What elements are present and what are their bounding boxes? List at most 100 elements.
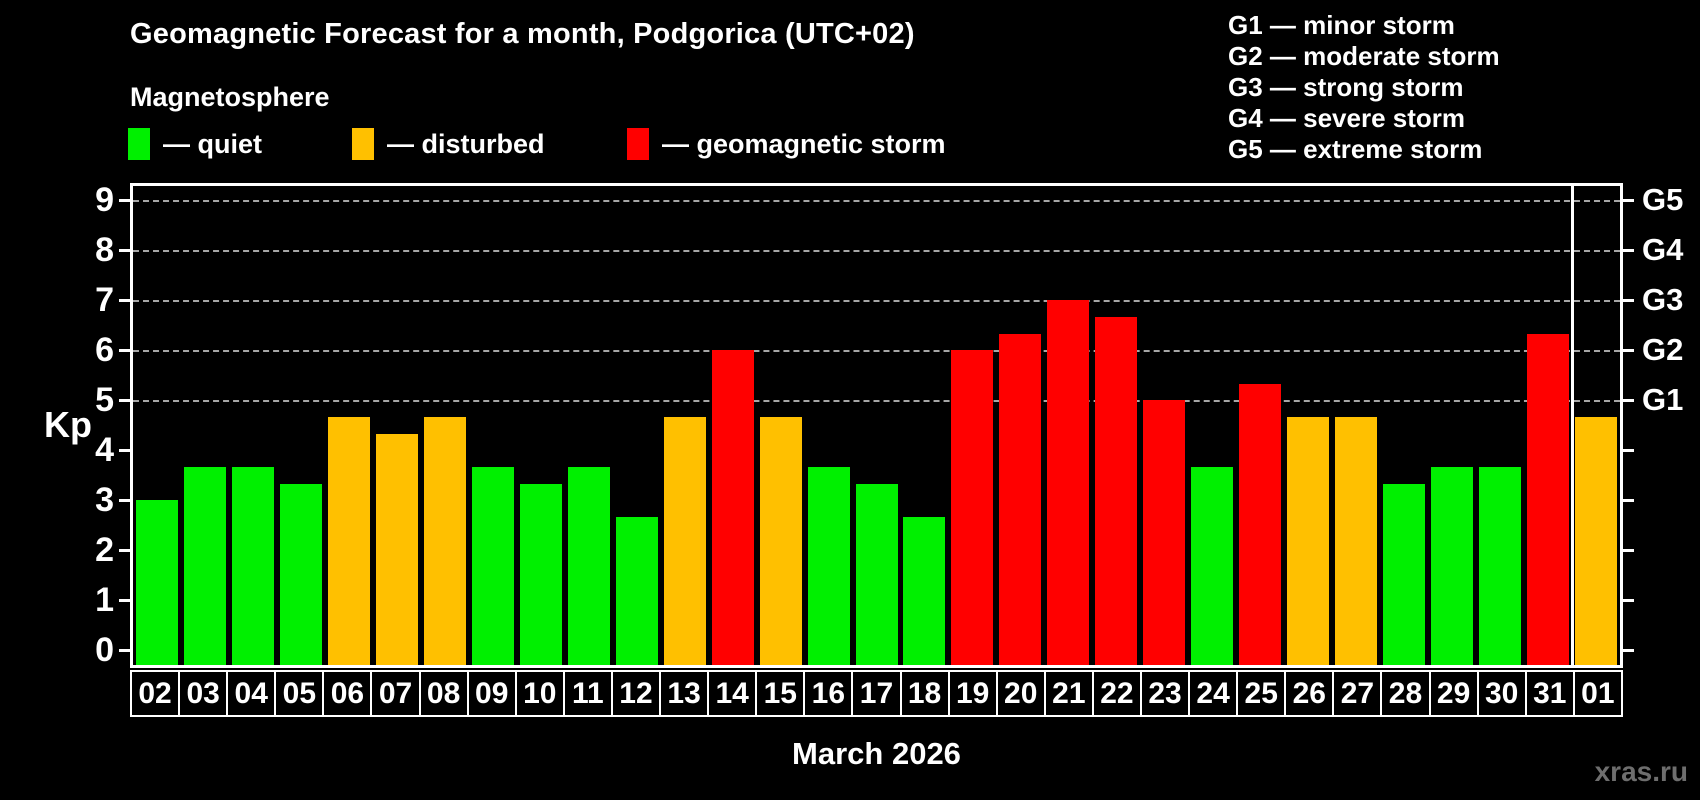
kp-bar-day-21 <box>1047 300 1090 665</box>
right-tick-7 <box>1623 299 1634 302</box>
day-label-05: 05 <box>274 670 325 717</box>
kp-bar-day-01 <box>1575 416 1618 665</box>
day-label-07: 07 <box>370 670 421 717</box>
gridline-kp9 <box>133 200 1620 202</box>
kp-bar-day-06 <box>327 416 370 665</box>
kp-bar-day-25 <box>1239 383 1282 665</box>
day-label-18: 18 <box>899 670 950 717</box>
day-label-22: 22 <box>1091 670 1142 717</box>
right-tick-3 <box>1623 499 1634 502</box>
day-label-27: 27 <box>1332 670 1383 717</box>
kp-bar-day-08 <box>423 416 466 665</box>
right-axis-label-g1: G1 <box>1642 382 1684 417</box>
day-label-17: 17 <box>851 670 902 717</box>
right-tick-5 <box>1623 399 1634 402</box>
storm-scale-line-g2: G2 — moderate storm <box>1228 41 1500 71</box>
storm-scale-line-g1: G1 — minor storm <box>1228 10 1455 40</box>
day-label-02: 02 <box>130 670 181 717</box>
day-label-24: 24 <box>1188 670 1239 717</box>
y-tick-label-4: 4 <box>95 431 114 469</box>
kp-bar-day-17 <box>855 483 898 665</box>
right-tick-9 <box>1623 199 1634 202</box>
kp-bar-day-12 <box>615 516 658 665</box>
kp-bar-day-13 <box>663 416 706 665</box>
kp-bar-day-11 <box>567 466 610 665</box>
y-tick-label-9: 9 <box>95 181 114 219</box>
day-label-29: 29 <box>1428 670 1479 717</box>
kp-bar-day-16 <box>807 466 850 665</box>
storm-scale-line-g3: G3 — strong storm <box>1228 72 1464 102</box>
kp-bar-day-10 <box>519 483 562 665</box>
day-label-11: 11 <box>562 670 613 717</box>
day-label-21: 21 <box>1043 670 1094 717</box>
day-label-23: 23 <box>1139 670 1191 717</box>
kp-bar-day-18 <box>903 516 946 665</box>
x-axis-month-label: March 2026 <box>792 736 961 771</box>
kp-bar-day-23 <box>1143 400 1186 665</box>
kp-bar-day-15 <box>759 416 802 665</box>
day-label-15: 15 <box>755 670 806 717</box>
y-tick-label-8: 8 <box>95 231 114 269</box>
storm-color-swatch-icon <box>627 128 649 160</box>
legend-label-storm: — geomagnetic storm <box>662 128 946 159</box>
y-tick-label-6: 6 <box>95 331 114 369</box>
day-label-19: 19 <box>947 670 998 717</box>
plot-area <box>130 183 1623 668</box>
kp-bar-day-24 <box>1191 466 1234 665</box>
y-tick-2 <box>119 549 130 552</box>
day-label-12: 12 <box>610 670 662 717</box>
day-label-30: 30 <box>1476 670 1527 717</box>
y-tick-6 <box>119 349 130 352</box>
kp-bar-day-29 <box>1431 466 1474 665</box>
day-label-28: 28 <box>1380 670 1431 717</box>
kp-bar-day-31 <box>1527 333 1570 665</box>
kp-bar-day-20 <box>999 333 1042 665</box>
day-label-16: 16 <box>803 670 854 717</box>
right-tick-0 <box>1623 649 1634 652</box>
day-label-08: 08 <box>418 670 469 717</box>
kp-bar-day-04 <box>231 466 274 665</box>
day-label-20: 20 <box>995 670 1046 717</box>
storm-scale-line-g4: G4 — severe storm <box>1228 103 1466 133</box>
y-tick-label-2: 2 <box>95 531 114 569</box>
y-tick-5 <box>119 399 130 402</box>
kp-bar-day-22 <box>1095 316 1138 665</box>
kp-status-legend: — quiet — disturbed — geomagnetic storm <box>0 128 1100 166</box>
right-tick-1 <box>1623 599 1634 602</box>
day-label-25: 25 <box>1236 670 1287 717</box>
month-boundary-line <box>1570 186 1574 665</box>
legend-label-quiet: — quiet <box>163 128 262 159</box>
right-tick-6 <box>1623 349 1634 352</box>
y-tick-label-7: 7 <box>95 281 114 319</box>
day-label-13: 13 <box>659 670 710 717</box>
legend-label-disturbed: — disturbed <box>387 128 545 159</box>
quiet-color-swatch-icon <box>128 128 150 160</box>
y-tick-label-5: 5 <box>95 381 114 419</box>
magnetosphere-label: Magnetosphere <box>130 82 330 112</box>
day-label-10: 10 <box>514 670 565 717</box>
y-tick-label-3: 3 <box>95 481 114 519</box>
day-label-14: 14 <box>707 670 758 717</box>
disturbed-color-swatch-icon <box>352 128 374 160</box>
chart-title: Geomagnetic Forecast for a month, Podgor… <box>130 18 915 50</box>
kp-bar-day-26 <box>1287 416 1330 665</box>
right-tick-2 <box>1623 549 1634 552</box>
day-label-04: 04 <box>226 670 277 717</box>
kp-bar-day-05 <box>279 483 322 665</box>
x-axis-day-labels: 02 03 04 05 06 07 08 09 10 11 12 13 14 15 16 17 18 19 20 21… <box>130 670 1623 717</box>
kp-bar-day-27 <box>1335 416 1378 665</box>
right-axis-label-g4: G4 <box>1642 232 1684 267</box>
kp-bar-day-19 <box>951 350 994 665</box>
right-axis-label-g3: G3 <box>1642 282 1684 317</box>
right-tick-8 <box>1623 249 1634 252</box>
kp-bar-day-14 <box>711 350 754 665</box>
kp-bar-day-28 <box>1383 483 1426 665</box>
y-tick-label-1: 1 <box>95 581 114 619</box>
y-tick-9 <box>119 199 130 202</box>
kp-bar-day-07 <box>375 433 418 665</box>
kp-bar-day-03 <box>183 466 226 665</box>
y-tick-label-0: 0 <box>95 631 114 669</box>
gridline-kp5 <box>133 400 1620 402</box>
day-label-03: 03 <box>178 670 229 717</box>
